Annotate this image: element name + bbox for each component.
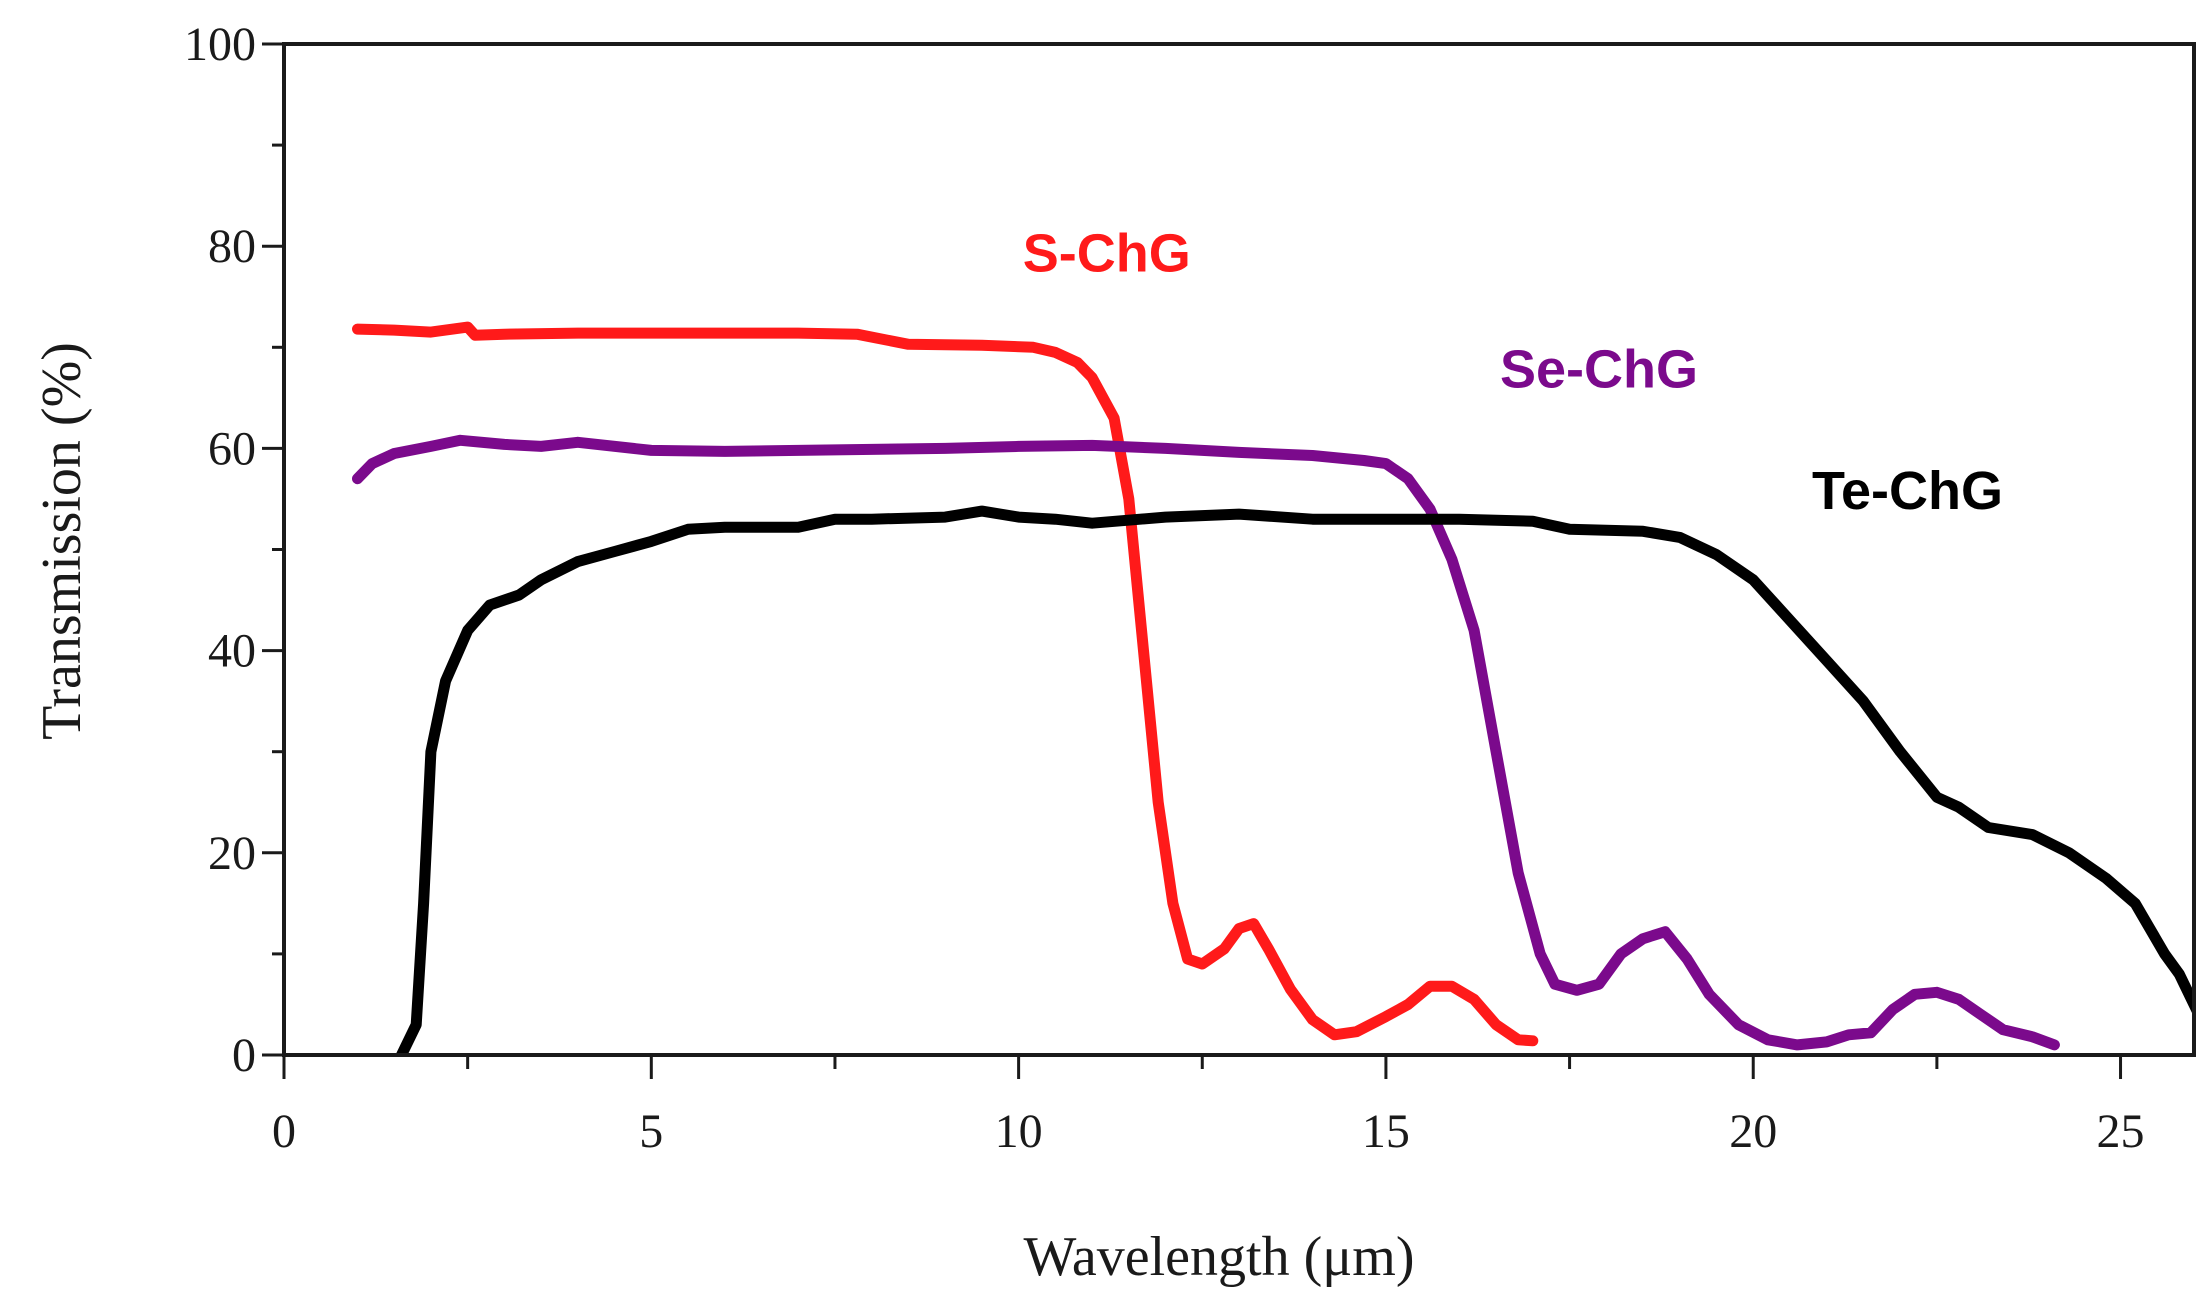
series-label-se-chg: Se-ChG — [1500, 340, 1698, 400]
x-tick-label: 15 — [1362, 1105, 1410, 1158]
x-tick-label: 20 — [1729, 1105, 1777, 1158]
series-label-te-chg: Te-ChG — [1812, 461, 2003, 521]
series-labels: S-ChG Se-ChG Te-ChG — [1023, 223, 2003, 521]
x-tick-label: 5 — [639, 1105, 663, 1158]
y-tick-label: 0 — [232, 1029, 256, 1082]
series-line-se-chg — [352, 434, 2060, 1051]
x-tick-label: 25 — [2097, 1105, 2145, 1158]
y-axis-label: Transmission (%) — [31, 342, 93, 740]
x-tick-label: 10 — [995, 1105, 1043, 1158]
y-tick-label: 20 — [208, 827, 256, 880]
series-line-te-chg — [396, 505, 2194, 1055]
axes-layer: 0 5 10 15 20 25 0 20 40 60 80 100 — [184, 18, 2196, 1158]
x-axis-label: Wavelength (μm) — [1024, 1226, 1415, 1288]
y-tick-label: 100 — [184, 18, 256, 71]
series-label-s-chg: S-ChG — [1023, 223, 1191, 283]
y-tick-label: 60 — [208, 422, 256, 475]
x-tick-label: 0 — [272, 1105, 296, 1158]
plot-frame — [282, 42, 2196, 1057]
y-tick-label: 80 — [208, 220, 256, 273]
series-layer — [352, 321, 2194, 1055]
series-line-s-chg — [352, 321, 1539, 1047]
y-tick-label: 40 — [208, 625, 256, 678]
